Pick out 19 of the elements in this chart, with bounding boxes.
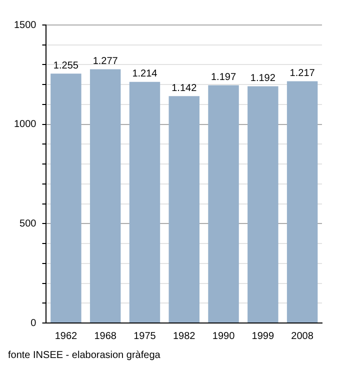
source-note: fonte INSEE - elaborasion gràfega — [8, 350, 160, 361]
data-label: 1.192 — [250, 72, 276, 84]
x-tick-label: 1990 — [212, 330, 236, 342]
data-label: 1.214 — [132, 68, 158, 80]
x-tick-label: 1968 — [94, 330, 117, 342]
data-label: 1.197 — [211, 72, 236, 83]
data-label: 1.217 — [290, 68, 316, 79]
x-tick-label: 1975 — [134, 330, 156, 342]
data-label: 1.255 — [53, 60, 79, 72]
x-tick-label: 2008 — [291, 330, 314, 342]
x-tick-label: 1962 — [54, 330, 78, 342]
y-tick-label: 500 — [20, 218, 37, 230]
data-label: 1.277 — [92, 56, 118, 68]
data-label: 1.142 — [172, 82, 198, 94]
y-tick-label: 1000 — [14, 119, 37, 130]
x-tick-label: 1982 — [173, 330, 196, 342]
y-tick-label: 1500 — [14, 20, 37, 31]
x-tick-label: 1999 — [252, 330, 274, 342]
y-tick-label: 0 — [30, 318, 37, 329]
